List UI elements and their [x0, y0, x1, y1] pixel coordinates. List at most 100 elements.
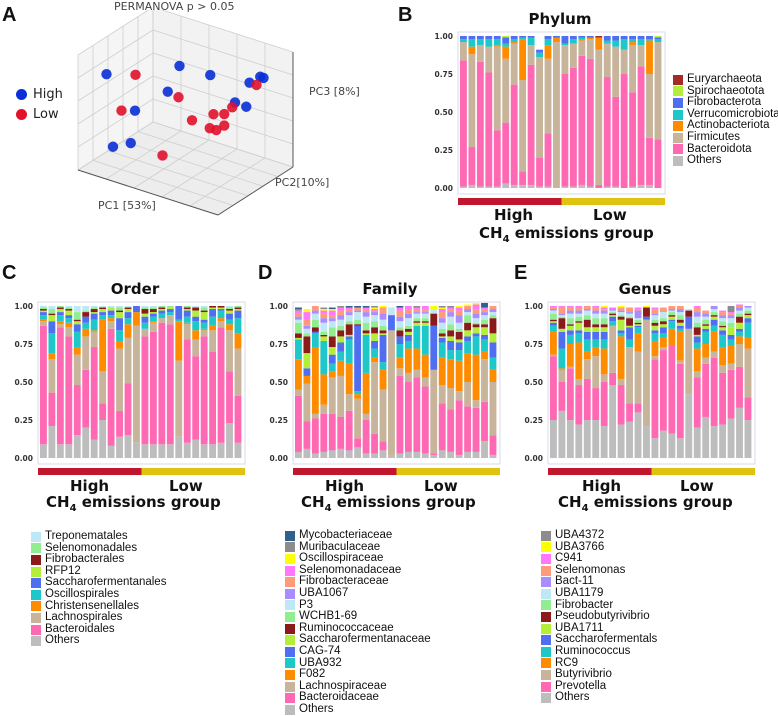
bar-segment-lachnospiraceae	[311, 413, 319, 419]
legend-label: Lachnospirales	[45, 611, 123, 624]
bar-segment-uba1067	[379, 313, 387, 320]
bar-segment-saccharofermentanales	[158, 310, 166, 314]
bar-segment-cag-74	[404, 334, 412, 341]
bar-segment-bacteroidota	[527, 64, 535, 185]
bar-segment-ruminococcus	[617, 333, 625, 337]
bar-segment-uba932	[464, 340, 472, 354]
bar-segment-saccharofermentals	[566, 330, 574, 335]
bar-segment-bacteroidales	[149, 331, 157, 445]
bar-segment-others	[226, 423, 233, 458]
bar-segment-lachnospirales	[65, 327, 73, 337]
legend-swatch	[541, 681, 551, 692]
bar-segment-p3	[447, 316, 455, 325]
bar-segment-bacteroidota	[536, 157, 543, 187]
bar-segment-lachnospirales	[209, 330, 217, 352]
bar-segment-others	[472, 451, 480, 458]
bar-segment-ruminococcaceae	[464, 322, 472, 331]
bar-segment-others	[396, 453, 404, 458]
legend-swatch	[673, 86, 683, 97]
legend-label: Fibrobacteraceae	[299, 575, 389, 588]
legend-swatch	[285, 588, 295, 599]
bar-segment-fibrobacter	[566, 318, 574, 325]
bar-segment-firmicutes	[654, 42, 662, 140]
bar-segment-rc9	[727, 345, 735, 364]
bar-segment-uba1711	[659, 324, 667, 328]
bar-segment-saccharofermentals	[643, 316, 650, 320]
bar-segment-fibrobacter	[634, 319, 642, 323]
bar-segment-verrucomicrobiota	[485, 39, 493, 47]
stacked-bar	[438, 306, 446, 458]
legend-swatch	[541, 600, 551, 611]
legend-label: UBA3766	[555, 540, 605, 553]
bar-segment-verrucomicrobiota	[603, 40, 611, 44]
bar-segment-prevotella	[558, 382, 566, 411]
legend-item: Verrucomicrobiota	[673, 108, 778, 121]
legend-label: UBA4372	[555, 529, 605, 541]
bar-segment-selenomonadales	[200, 307, 208, 311]
legend-label: Others	[687, 154, 722, 167]
bar-segment-mycobacteriaceae	[345, 306, 353, 308]
bar-segment-bacteroidota	[510, 84, 518, 185]
bar-segment-others	[40, 444, 47, 458]
pc1-axis-label: PC1 [53%]	[98, 199, 156, 212]
pc3-axis-label: PC3 [8%]	[309, 85, 360, 98]
bar-segment-fibrobacterota	[603, 36, 611, 41]
bar-segment-p3	[472, 318, 480, 323]
bar-segment-wchb1-69	[354, 319, 362, 325]
bar-segment-saccharofermentals	[710, 319, 718, 326]
bar-segment-uba932	[354, 391, 362, 395]
bar-segment-c941	[609, 307, 617, 310]
bar-segment-oscillospirales	[73, 331, 81, 348]
legend-swatch	[31, 531, 41, 542]
legend-swatch	[31, 578, 41, 589]
bar-segment-pseudobutyrivibrio	[736, 316, 743, 323]
bar-segment-ruminococcaceae	[337, 330, 345, 337]
bar-segment-bacteroidales	[226, 371, 233, 424]
bar-segment-fibrobacterota	[620, 36, 628, 40]
bar-segment-selenomonas	[558, 307, 566, 314]
bar-segment-butyrivibrio	[659, 347, 667, 351]
y-tick-label: 0.00	[434, 184, 453, 193]
legend-label: Ruminococcaceae	[299, 621, 394, 634]
bar-segment-bacteroidota	[586, 58, 594, 187]
bar-segment-wchb1-69	[328, 327, 336, 337]
data-point-low	[157, 150, 168, 161]
bar-segment-christensenellales	[40, 319, 47, 322]
bar-segment-fibrobacter	[702, 319, 710, 325]
bar-segment-others	[183, 442, 191, 458]
bar-segment-saccharofermentals	[583, 331, 591, 340]
bar-segment-muribaculaceae	[447, 306, 455, 308]
bar-segment-lachnospirales	[192, 339, 200, 357]
stacked-bar	[234, 306, 242, 458]
bar-segment-prevotella	[693, 377, 701, 428]
bar-segment-rfp12	[158, 309, 166, 311]
stacked-bar	[311, 306, 319, 458]
bar-segment-uba932	[379, 362, 387, 370]
bar-segment-christensenellales	[48, 353, 56, 360]
bar-segment-bact-11	[550, 309, 557, 311]
bar-segment-rfp12	[124, 309, 132, 313]
bar-segment-bacteroidales	[73, 385, 81, 436]
bar-segment-treponematales	[65, 306, 73, 308]
stacked-bar	[583, 306, 591, 458]
bar-segment-others	[603, 186, 611, 188]
bar-segment-uba1711	[736, 322, 743, 329]
bar-segment-lachnospiraceae	[337, 375, 345, 417]
bar-segment-f082	[447, 359, 455, 389]
bar-segment-butyrivibrio	[685, 328, 693, 395]
bar-segment-ruminococcus	[736, 331, 743, 337]
stacked-bar	[676, 306, 684, 458]
bar-segment-others	[600, 426, 608, 458]
bar-segment-firmicutes	[553, 42, 560, 188]
panel-letter-d: D	[258, 262, 273, 284]
bar-segment-ruminococcus	[609, 321, 617, 326]
bar-segment-uba1711	[609, 315, 617, 317]
bar-segment-lachnospirales	[73, 354, 81, 386]
legend-swatch	[31, 554, 41, 565]
bar-segment-firmicutes	[527, 45, 535, 65]
bar-segment-saccharofermentanales	[99, 312, 107, 316]
bar-segment-cag-74	[455, 342, 463, 351]
bar-segment-saccharofermentanales	[124, 312, 132, 319]
bar-segment-selenomonadaceae	[438, 309, 446, 313]
legend-swatch	[285, 611, 295, 622]
